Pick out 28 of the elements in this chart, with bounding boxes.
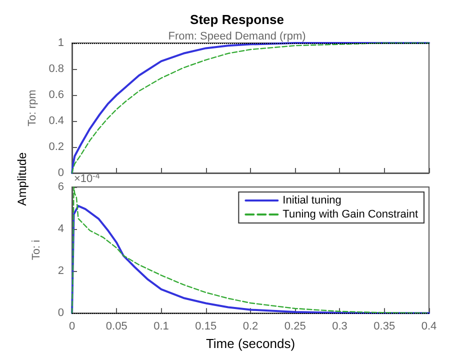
y-tick-label: 0.4 [48, 115, 64, 127]
y-tick-label: 0.6 [48, 89, 64, 101]
y-tick-label: 0.8 [48, 63, 64, 75]
x-tick-label: 0.2 [242, 320, 258, 333]
legend-label: Initial tuning [282, 194, 342, 206]
x-tick-label: 0.25 [284, 320, 306, 333]
x-axis-title: Time (seconds) [206, 336, 296, 351]
y-tick-label: 0.2 [48, 141, 64, 153]
y-tick-label: 2 [58, 265, 64, 278]
y-tick-label: 4 [58, 223, 64, 236]
y-axis-title: To: i [30, 240, 42, 260]
y-tick-label: 0 [58, 307, 64, 320]
x-tick-label: 0.3 [332, 320, 348, 333]
x-tick-label: 0.1 [154, 320, 169, 333]
y-tick-label: 0 [58, 167, 64, 179]
legend-label: Tuning with Gain Constraint [282, 208, 418, 220]
x-tick-label: 0.4 [421, 320, 437, 333]
y-tick-label: 1 [58, 37, 64, 49]
chart-title: Step Response [190, 12, 284, 27]
y-tick-label: 6 [58, 181, 64, 193]
chart-subtitle: From: Speed Demand (rpm) [168, 30, 306, 42]
x-tick-label: 0.05 [106, 320, 128, 333]
text: Amplitude [15, 151, 29, 208]
x-tick-label: 0.15 [195, 320, 217, 333]
x-tick-label: 0 [68, 320, 76, 333]
y-axis-title: To: rpm [26, 90, 38, 126]
x-tick-label: 0.35 [374, 320, 396, 333]
line-series [71, 42, 430, 174]
